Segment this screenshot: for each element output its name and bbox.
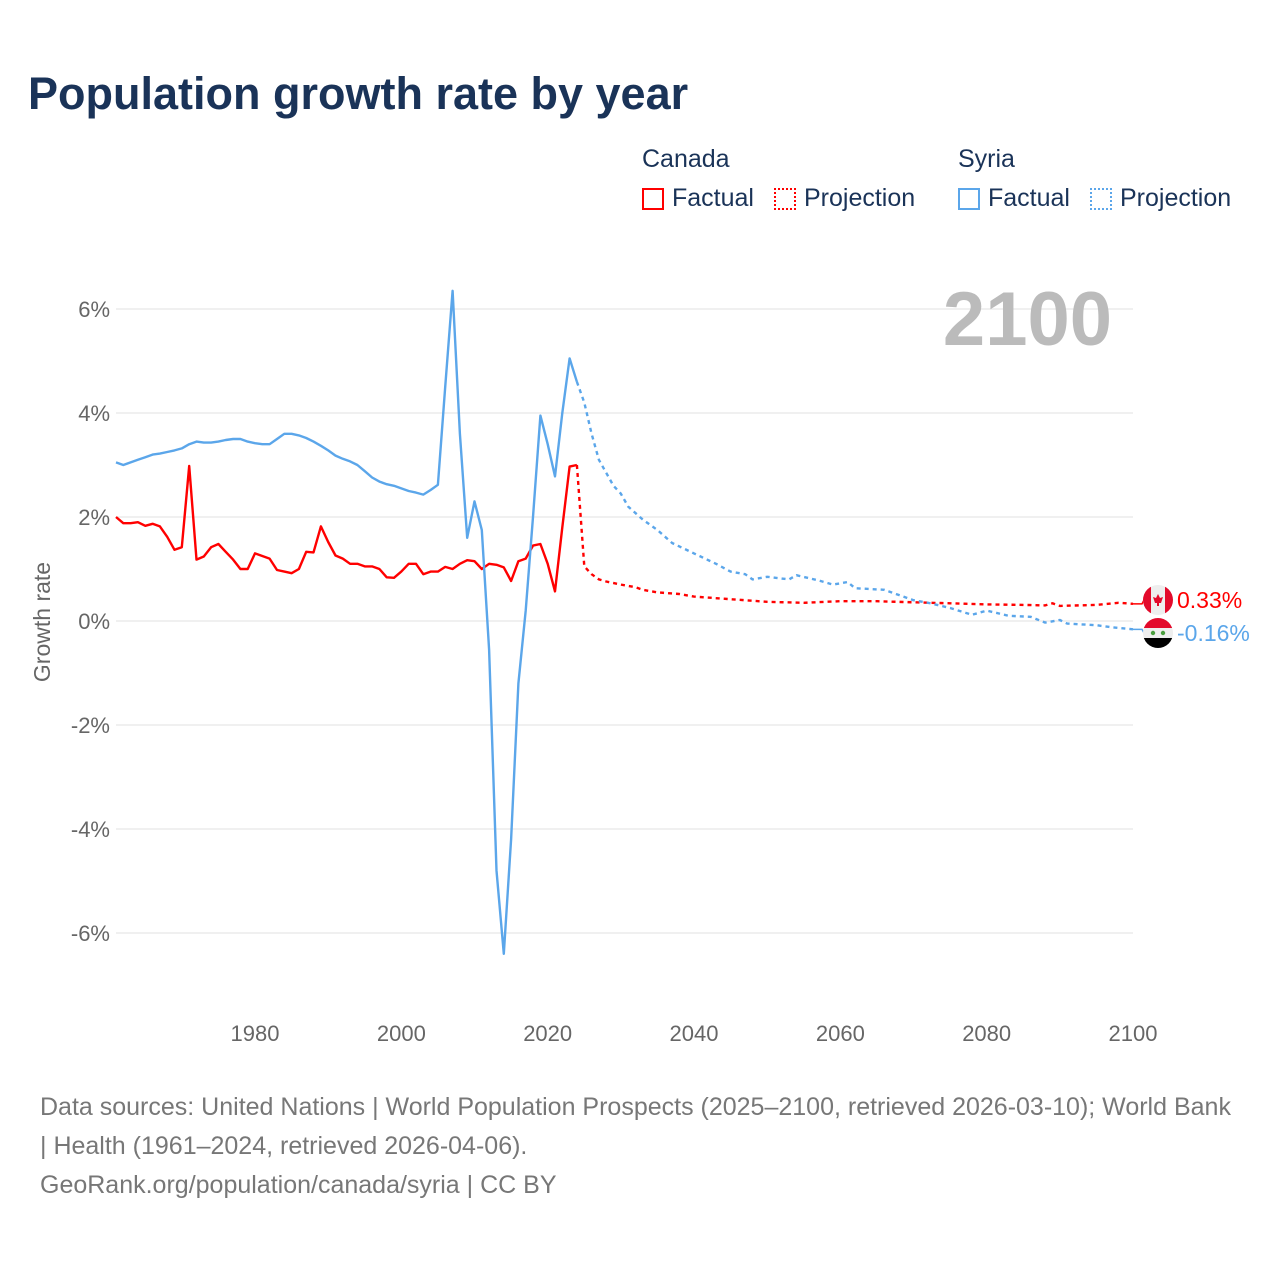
dotted-swatch-icon bbox=[773, 187, 796, 210]
y-tick-label: 6% bbox=[78, 297, 110, 322]
end-labels: 0.33% -0.16% bbox=[1133, 585, 1250, 648]
canada-projection-line bbox=[575, 464, 1134, 608]
legend-canada-projection[interactable]: Projection bbox=[773, 184, 916, 213]
x-tick-label: 2060 bbox=[816, 1021, 865, 1046]
legend-syria-factual[interactable]: Factual bbox=[958, 184, 1070, 213]
chart-title: Population growth rate by year bbox=[28, 68, 689, 119]
y-tick-label: -4% bbox=[71, 817, 110, 842]
y-tick-label: -2% bbox=[71, 713, 110, 738]
legend-syria: Syria Factual Projection bbox=[958, 145, 1245, 213]
current-year-label: 2100 bbox=[942, 277, 1112, 362]
footer: Data sources: United Nations | World Pop… bbox=[40, 1088, 1240, 1205]
legend-canada: Canada Factual Projection bbox=[642, 145, 929, 213]
maple-leaf-icon bbox=[1153, 594, 1163, 606]
flag-band bbox=[1143, 628, 1173, 638]
canada-connector bbox=[1133, 599, 1145, 605]
syria-end-value: -0.16% bbox=[1177, 620, 1250, 646]
x-tick-label: 2080 bbox=[962, 1021, 1011, 1046]
star-icon bbox=[1150, 630, 1156, 636]
legend-group-title: Canada bbox=[642, 145, 730, 173]
series-lines bbox=[115, 289, 1134, 955]
flag-band bbox=[1143, 618, 1173, 628]
y-tick-label: 0% bbox=[78, 609, 110, 634]
canada-end-value: 0.33% bbox=[1177, 587, 1242, 613]
star-icon bbox=[1160, 630, 1166, 636]
solid-swatch-icon bbox=[642, 187, 664, 210]
dotted-swatch-icon bbox=[1089, 187, 1112, 210]
legend-label: Factual bbox=[988, 184, 1070, 212]
y-tick-labels: 6% 4% 2% 0% -2% -4% -6% bbox=[71, 297, 110, 946]
x-tick-label: 2020 bbox=[523, 1021, 572, 1046]
y-tick-label: 2% bbox=[78, 505, 110, 530]
y-tick-label: 4% bbox=[78, 401, 110, 426]
legend-label: Projection bbox=[803, 184, 916, 212]
y-axis-label: Growth rate bbox=[29, 562, 55, 682]
canada-factual-line bbox=[115, 463, 578, 593]
x-tick-label: 1980 bbox=[231, 1021, 280, 1046]
canada-flag-icon bbox=[1143, 585, 1173, 615]
flag-band bbox=[1143, 638, 1173, 648]
legend-label: Factual bbox=[672, 184, 754, 212]
x-tick-label: 2000 bbox=[377, 1021, 426, 1046]
syria-connector bbox=[1133, 628, 1145, 634]
credit-link[interactable]: GeoRank.org/population/canada/syria | CC… bbox=[40, 1171, 557, 1199]
flag-band bbox=[1165, 585, 1173, 615]
legend-canada-factual[interactable]: Factual bbox=[642, 184, 754, 213]
solid-swatch-icon bbox=[958, 187, 980, 210]
legend-syria-projection[interactable]: Projection bbox=[1089, 184, 1232, 213]
x-tick-label: 2040 bbox=[670, 1021, 719, 1046]
legend-group-title: Syria bbox=[958, 145, 1015, 173]
y-tick-label: -6% bbox=[71, 921, 110, 946]
syria-flag-icon bbox=[1143, 618, 1173, 648]
syria-projection-line bbox=[575, 381, 1134, 631]
syria-factual-line bbox=[115, 289, 579, 955]
x-tick-labels: 1980 2000 2020 2040 2060 2080 2100 bbox=[231, 1021, 1158, 1046]
data-sources: Data sources: United Nations | World Pop… bbox=[40, 1093, 1231, 1160]
legend-label: Projection bbox=[1119, 184, 1232, 212]
x-tick-label: 2100 bbox=[1109, 1021, 1158, 1046]
flag-band bbox=[1143, 585, 1151, 615]
gridlines bbox=[116, 308, 1133, 934]
